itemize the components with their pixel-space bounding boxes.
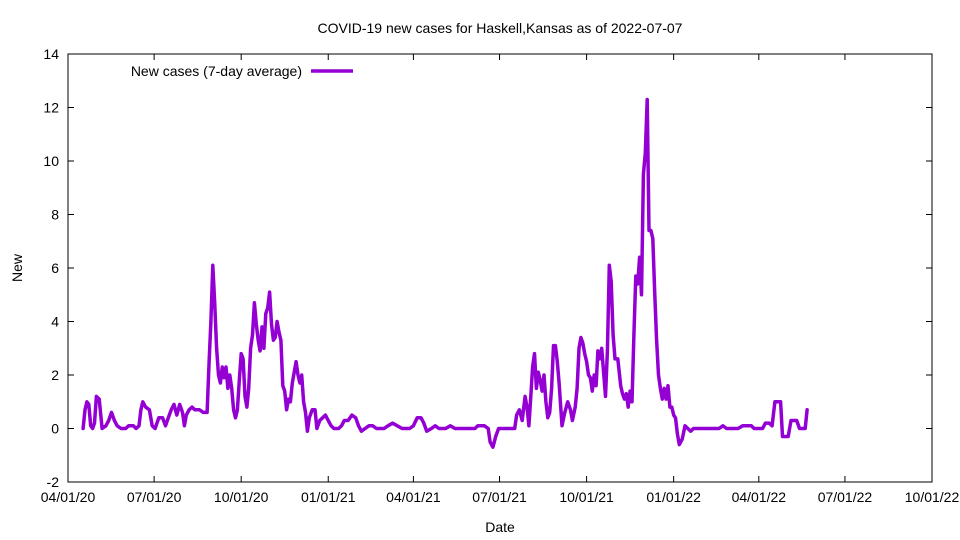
x-axis-label: Date: [485, 519, 515, 535]
y-tick-label: 12: [43, 100, 59, 116]
y-tick-label: -2: [47, 474, 60, 490]
x-tick-label: 04/01/21: [386, 489, 441, 505]
legend: New cases (7-day average): [131, 63, 353, 79]
series-layer: [81, 97, 809, 449]
x-tick-label: 07/01/22: [818, 489, 873, 505]
y-tick-label: 0: [51, 421, 59, 437]
axis-ticks: -2 0 2 4 6 8 10 12 14 04/01/20 07/01/20 10/01/20 01/…: [41, 46, 960, 505]
x-tick-label: 04/01/22: [732, 489, 787, 505]
y-tick-label: 2: [51, 367, 59, 383]
x-tick-label: 10/01/21: [559, 489, 614, 505]
x-tick-label: 04/01/20: [41, 489, 96, 505]
x-tick-label: 07/01/20: [127, 489, 182, 505]
legend-label: New cases (7-day average): [131, 63, 302, 79]
y-tick-label: 14: [43, 46, 59, 62]
y-tick-label: 6: [51, 260, 59, 276]
plot-frame: [67, 53, 933, 483]
y-tick-label: 10: [43, 153, 59, 169]
x-tick-label: 01/01/22: [646, 489, 701, 505]
series-line: [81, 97, 809, 449]
x-tick-label: 10/01/22: [905, 489, 960, 505]
x-tick-label: 10/01/20: [214, 489, 269, 505]
y-tick-label: 8: [51, 207, 59, 223]
y-tick-label: 4: [51, 314, 59, 330]
chart-title: COVID-19 new cases for Haskell,Kansas as…: [318, 20, 683, 36]
y-axis-label: New: [9, 253, 25, 282]
x-tick-label: 01/01/21: [301, 489, 356, 505]
x-tick-label: 07/01/21: [472, 489, 527, 505]
